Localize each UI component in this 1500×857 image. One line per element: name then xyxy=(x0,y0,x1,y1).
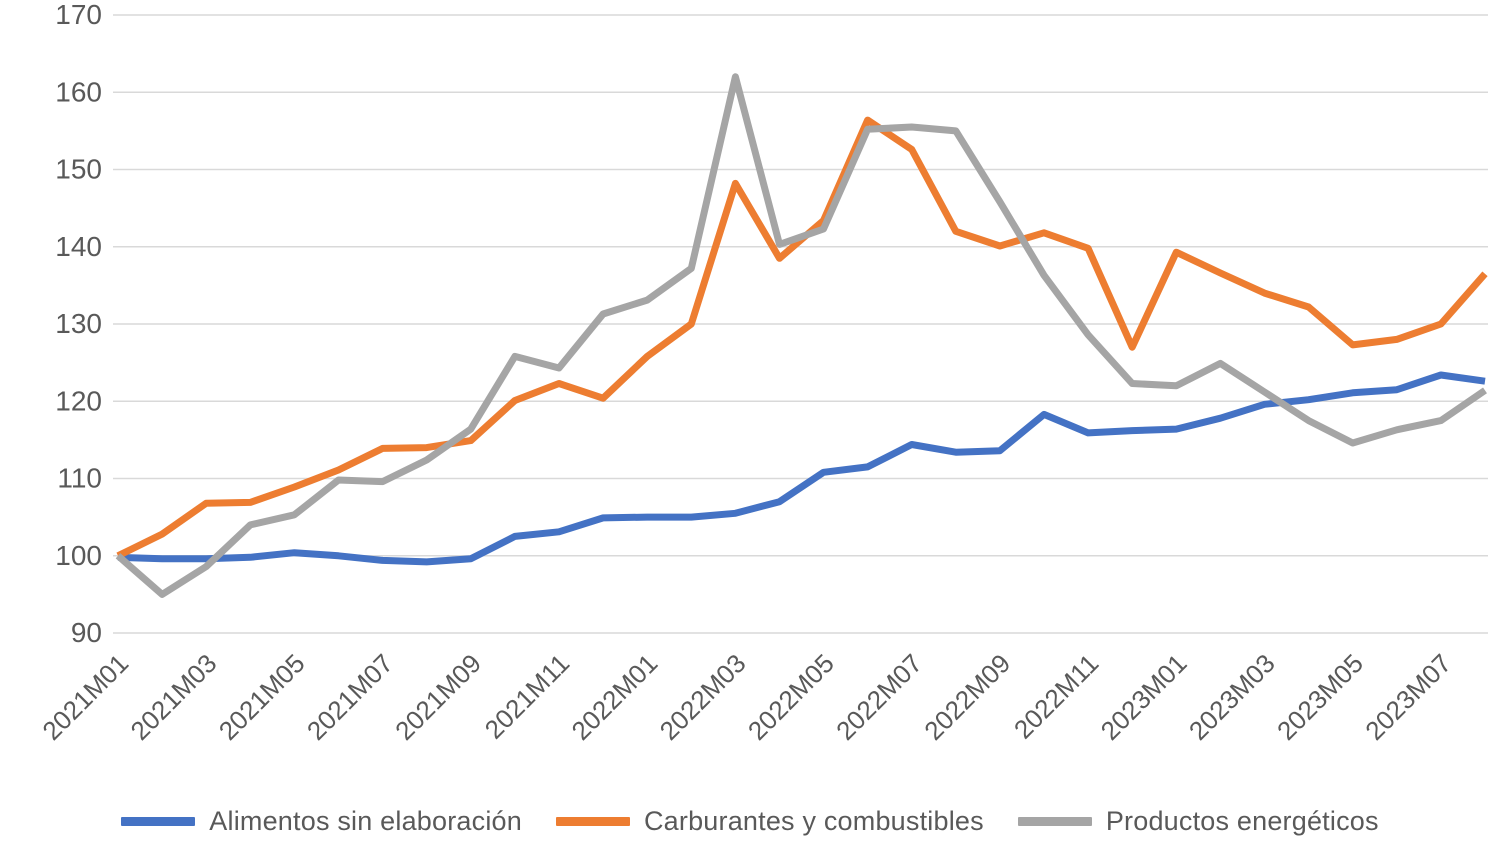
x-axis-tick-label: 2022M03 xyxy=(654,648,752,746)
x-axis-tick-label: 2021M01 xyxy=(36,648,134,746)
y-axis-tick-label: 170 xyxy=(55,0,102,30)
y-axis-tick-label: 160 xyxy=(55,76,102,107)
x-axis-tick-label: 2022M05 xyxy=(742,648,840,746)
y-axis-tick-label: 90 xyxy=(71,617,102,648)
y-axis-tick-label: 100 xyxy=(55,540,102,571)
x-axis-tick-label: 2022M07 xyxy=(830,648,928,746)
x-axis-tick-label: 2021M11 xyxy=(479,648,576,745)
x-axis-tick-label: 2023M03 xyxy=(1183,648,1281,746)
y-axis-tick-label: 150 xyxy=(55,154,102,185)
legend-item-alimentos-sin-elaboracion: Alimentos sin elaboración xyxy=(121,806,522,837)
legend-label: Alimentos sin elaboración xyxy=(209,806,522,836)
legend-label: Productos energéticos xyxy=(1105,806,1379,836)
x-axis-tick-label: 2023M05 xyxy=(1271,648,1369,746)
series-line-alimentos-sin-elaboracion xyxy=(117,371,1486,566)
chart-legend: Alimentos sin elaboración Carburantes y c… xyxy=(0,806,1500,837)
x-axis-tick-label: 2023M01 xyxy=(1095,648,1193,746)
y-axis-tick-label: 140 xyxy=(55,231,102,262)
x-axis-tick-label: 2021M07 xyxy=(301,648,399,746)
legend-swatch-productos-energeticos xyxy=(1017,817,1092,826)
line-chart: 90 100 110 120 130 140 150 160 170 2021M012021M03… xyxy=(36,0,1488,746)
y-axis-tick-label: 110 xyxy=(57,463,102,494)
x-axis-tick-label: 2023M07 xyxy=(1359,648,1457,746)
x-axis-tick-label: 2022M01 xyxy=(566,648,664,746)
y-axis-tick-label: 130 xyxy=(55,308,102,339)
legend-swatch-alimentos-sin-elaboracion xyxy=(121,817,196,826)
x-axis-tick-label: 2022M11 xyxy=(1008,648,1105,745)
x-axis-tick-label: 2021M05 xyxy=(213,648,311,746)
legend-item-productos-energeticos: Productos energéticos xyxy=(1017,806,1379,837)
x-axis-tick-label: 2022M09 xyxy=(918,648,1016,746)
x-axis-tick-label: 2021M09 xyxy=(389,648,487,746)
legend-label: Carburantes y combustibles xyxy=(643,806,984,836)
legend-item-carburantes-y-combustibles: Carburantes y combustibles xyxy=(555,806,984,837)
y-axis-tick-label: 120 xyxy=(55,385,102,416)
x-axis-tick-label: 2021M03 xyxy=(125,648,223,746)
legend-swatch-carburantes-y-combustibles xyxy=(555,817,630,826)
series-line-productos-energeticos xyxy=(115,73,1487,598)
